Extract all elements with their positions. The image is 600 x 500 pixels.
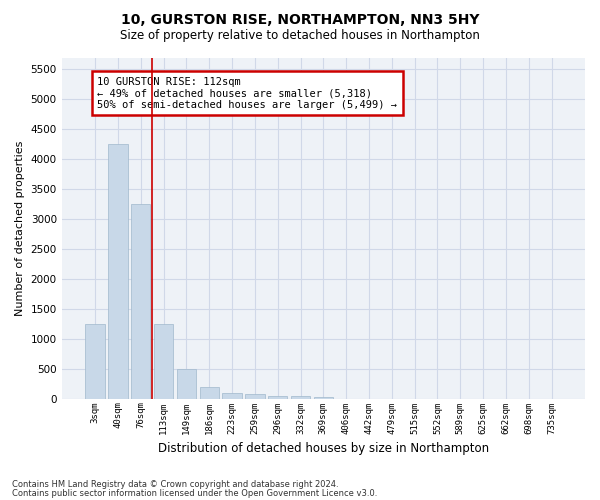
X-axis label: Distribution of detached houses by size in Northampton: Distribution of detached houses by size … [158, 442, 489, 455]
Bar [131, 204, 151, 398]
Text: Contains HM Land Registry data © Crown copyright and database right 2024.: Contains HM Land Registry data © Crown c… [12, 480, 338, 489]
Bar [108, 144, 128, 398]
Bar [200, 386, 219, 398]
Text: 10 GURSTON RISE: 112sqm
← 49% of detached houses are smaller (5,318)
50% of semi: 10 GURSTON RISE: 112sqm ← 49% of detache… [97, 76, 397, 110]
Bar [177, 368, 196, 398]
Bar [85, 324, 105, 398]
Y-axis label: Number of detached properties: Number of detached properties [15, 140, 25, 316]
Bar [291, 396, 310, 398]
Bar [245, 394, 265, 398]
Bar [154, 324, 173, 398]
Text: 10, GURSTON RISE, NORTHAMPTON, NN3 5HY: 10, GURSTON RISE, NORTHAMPTON, NN3 5HY [121, 12, 479, 26]
Text: Contains public sector information licensed under the Open Government Licence v3: Contains public sector information licen… [12, 488, 377, 498]
Text: Size of property relative to detached houses in Northampton: Size of property relative to detached ho… [120, 29, 480, 42]
Bar [268, 396, 287, 398]
Bar [223, 392, 242, 398]
Bar [314, 397, 333, 398]
